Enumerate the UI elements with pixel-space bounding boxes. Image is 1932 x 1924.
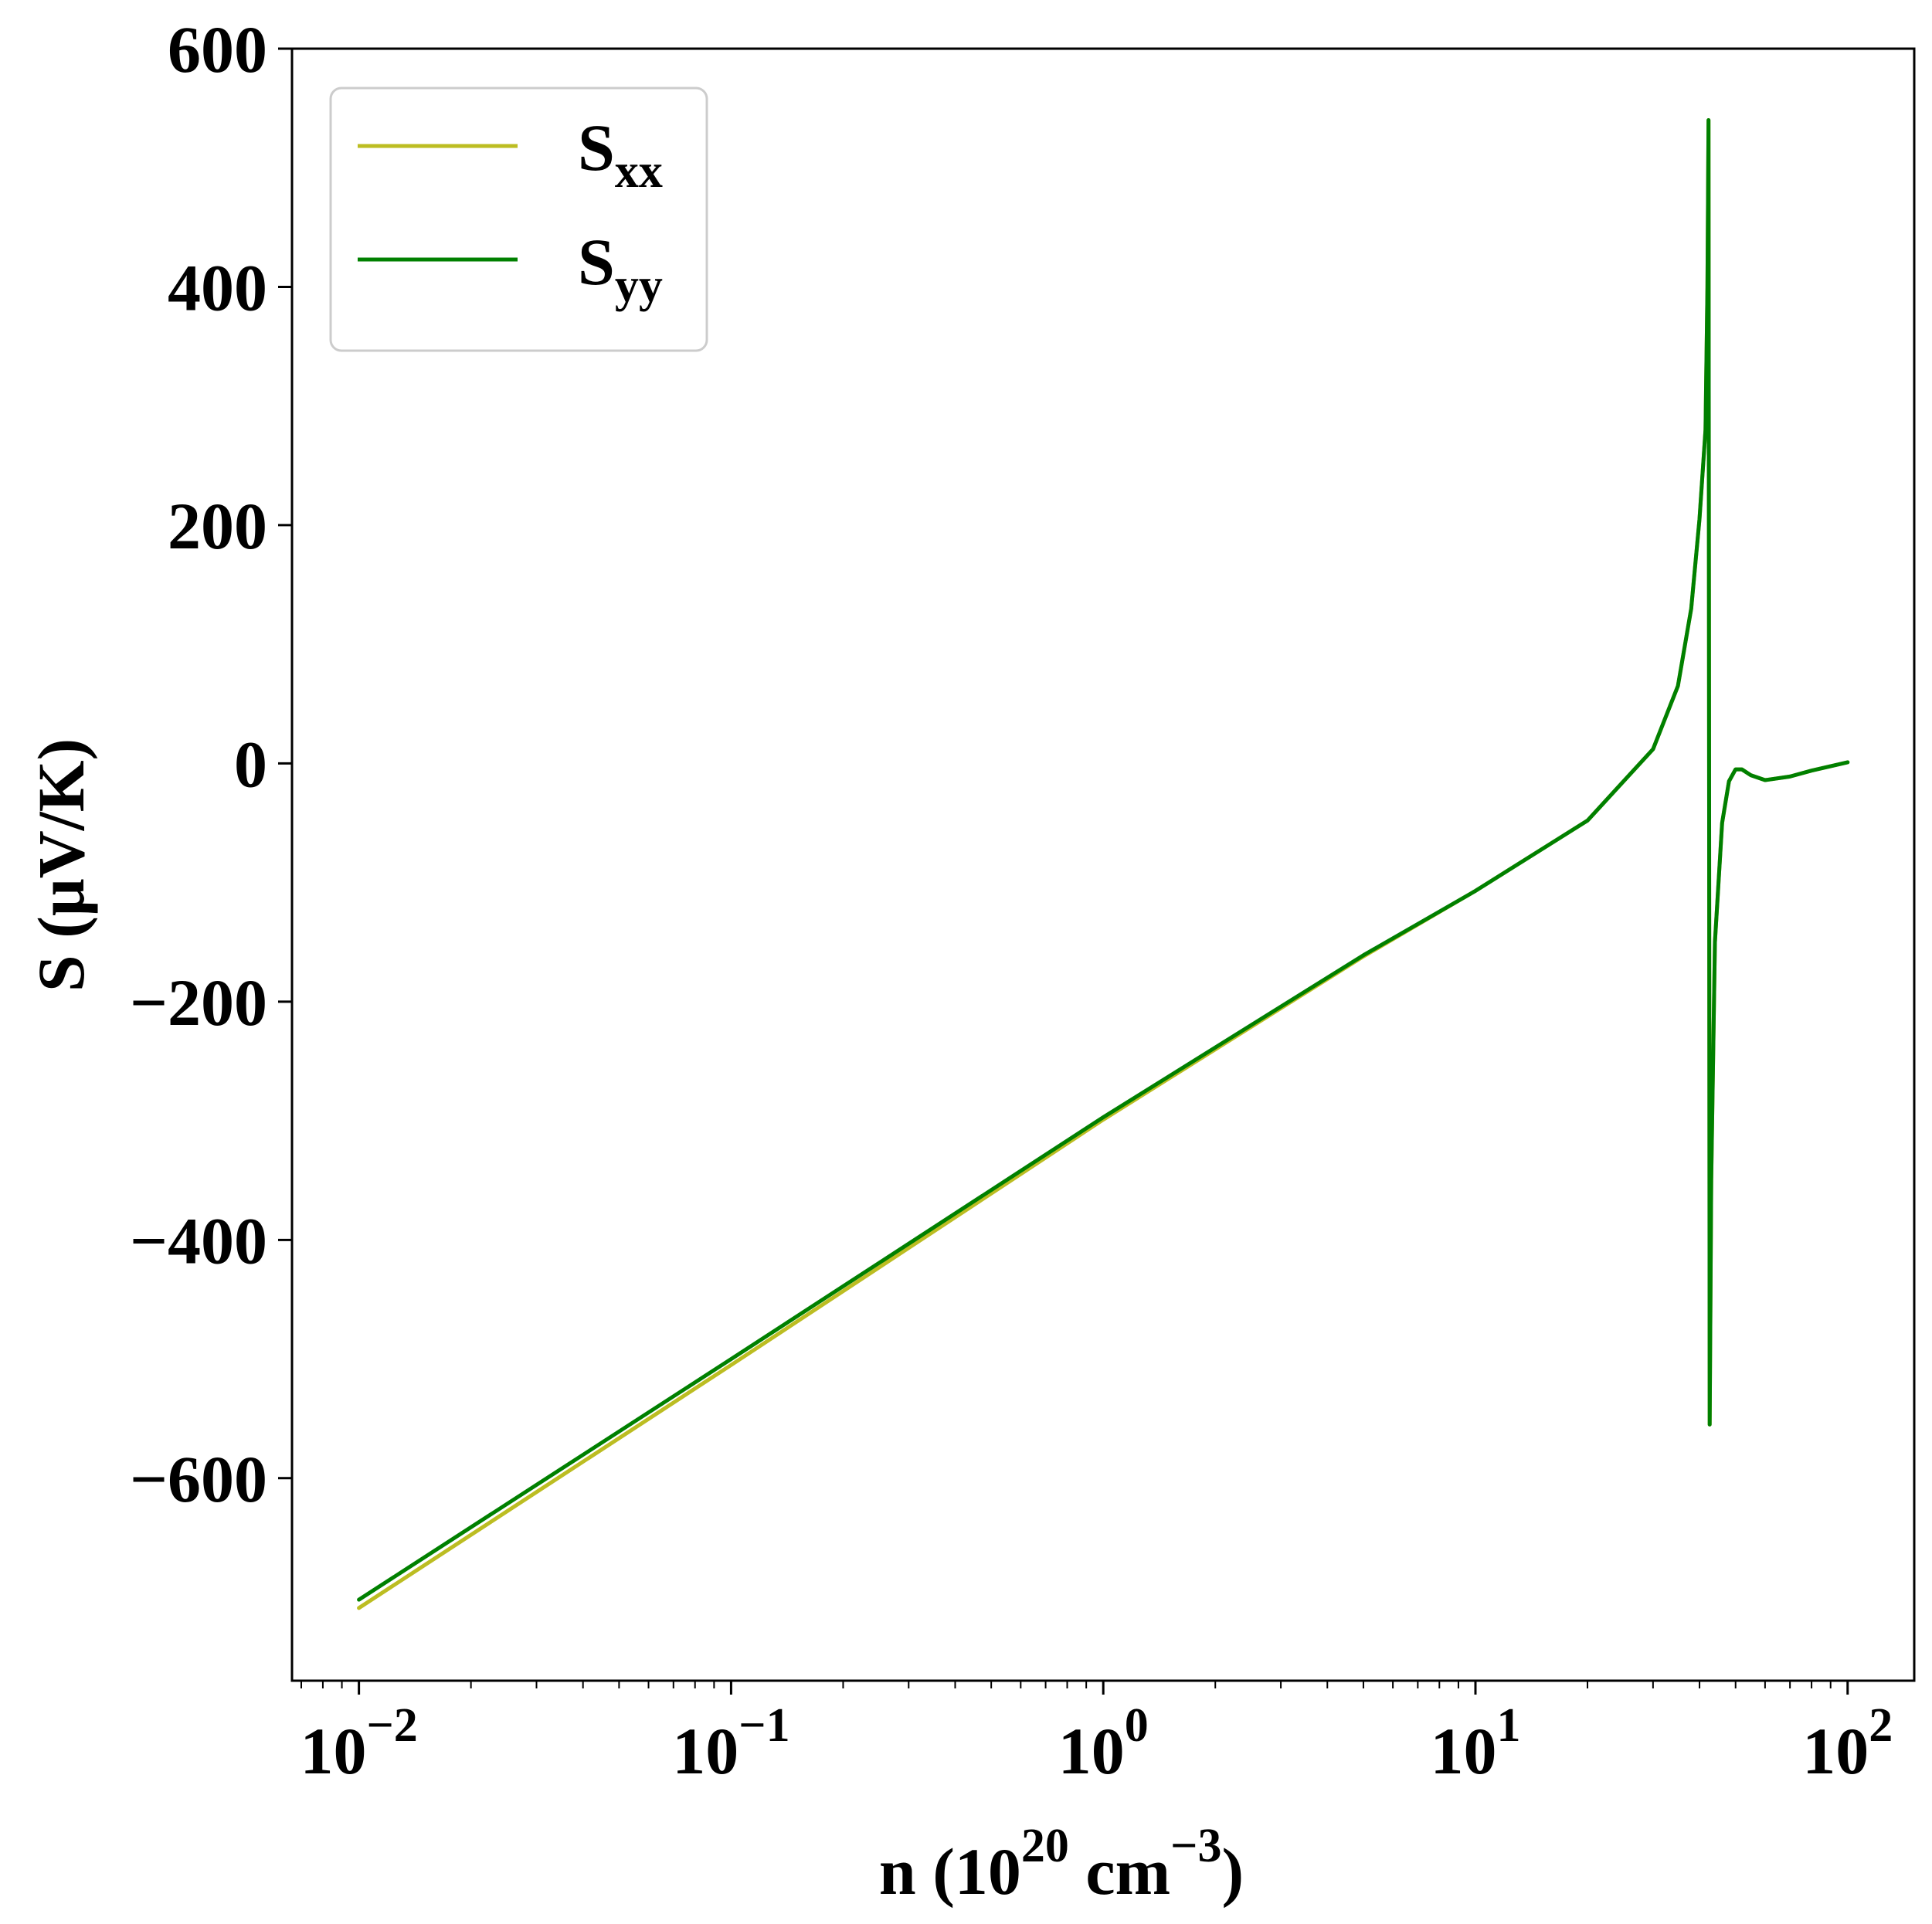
- plot-lines: [357, 118, 1850, 1610]
- y-tick-label: −600: [130, 1442, 267, 1516]
- x-tick-label: 100: [1058, 1699, 1149, 1788]
- x-tick-label-exponent: 1: [1496, 1699, 1520, 1752]
- x-tick-label-exponent: −2: [366, 1699, 417, 1752]
- x-tick-label-base: 10: [1430, 1714, 1496, 1788]
- x-ticks: 10−2 10−1 100 101 102: [300, 1681, 1893, 1788]
- x-tick-label-base: 10: [672, 1714, 739, 1788]
- y-tick-label: 200: [168, 489, 267, 563]
- x-tick-label-exponent: −1: [739, 1699, 789, 1752]
- series-line-yy: [357, 118, 1850, 1602]
- x-tick-label-exponent: 0: [1125, 1699, 1149, 1752]
- x-tick-label: 102: [1802, 1699, 1893, 1788]
- legend: Sxx Syy: [329, 87, 708, 352]
- x-axis-label: n (1020 cm−3): [879, 1820, 1244, 1909]
- x-tick-label-base: 10: [1058, 1714, 1125, 1788]
- x-axis-label-unit: cm: [1069, 1834, 1170, 1909]
- y-tick-label: −200: [130, 965, 267, 1040]
- y-axis-label: S (μV/K): [24, 738, 98, 992]
- x-tick-label-base: 10: [1802, 1714, 1869, 1788]
- y-tick-label: 400: [168, 250, 267, 324]
- y-tick-label: 0: [234, 727, 267, 801]
- y-tick-label: 600: [168, 12, 267, 87]
- legend-label-sxx-subscript: xx: [615, 145, 663, 198]
- x-axis-label-main: n (10: [879, 1834, 1021, 1909]
- x-axis-label-exponent: 20: [1021, 1820, 1069, 1872]
- legend-box: [329, 87, 708, 352]
- legend-label-syy: Syy: [578, 225, 663, 312]
- x-axis-label-unit-exponent: −3: [1170, 1820, 1221, 1872]
- x-tick-label-base: 10: [300, 1714, 366, 1788]
- legend-label-sxx: Sxx: [578, 110, 663, 198]
- legend-label-syy-main: S: [578, 225, 615, 299]
- x-tick-label: 10−2: [300, 1699, 417, 1788]
- x-minor-ticks: [300, 1681, 1832, 1688]
- x-axis-label-close: ): [1221, 1834, 1244, 1909]
- legend-label-sxx-main: S: [578, 110, 615, 185]
- x-tick-label: 10−1: [672, 1699, 789, 1788]
- y-tick-label: −400: [130, 1203, 267, 1278]
- x-tick-label: 101: [1430, 1699, 1520, 1788]
- x-tick-label-exponent: 2: [1869, 1699, 1893, 1752]
- y-ticks: 600 400 200 0 −200 −400 −600: [130, 12, 292, 1516]
- legend-label-syy-subscript: yy: [615, 260, 663, 312]
